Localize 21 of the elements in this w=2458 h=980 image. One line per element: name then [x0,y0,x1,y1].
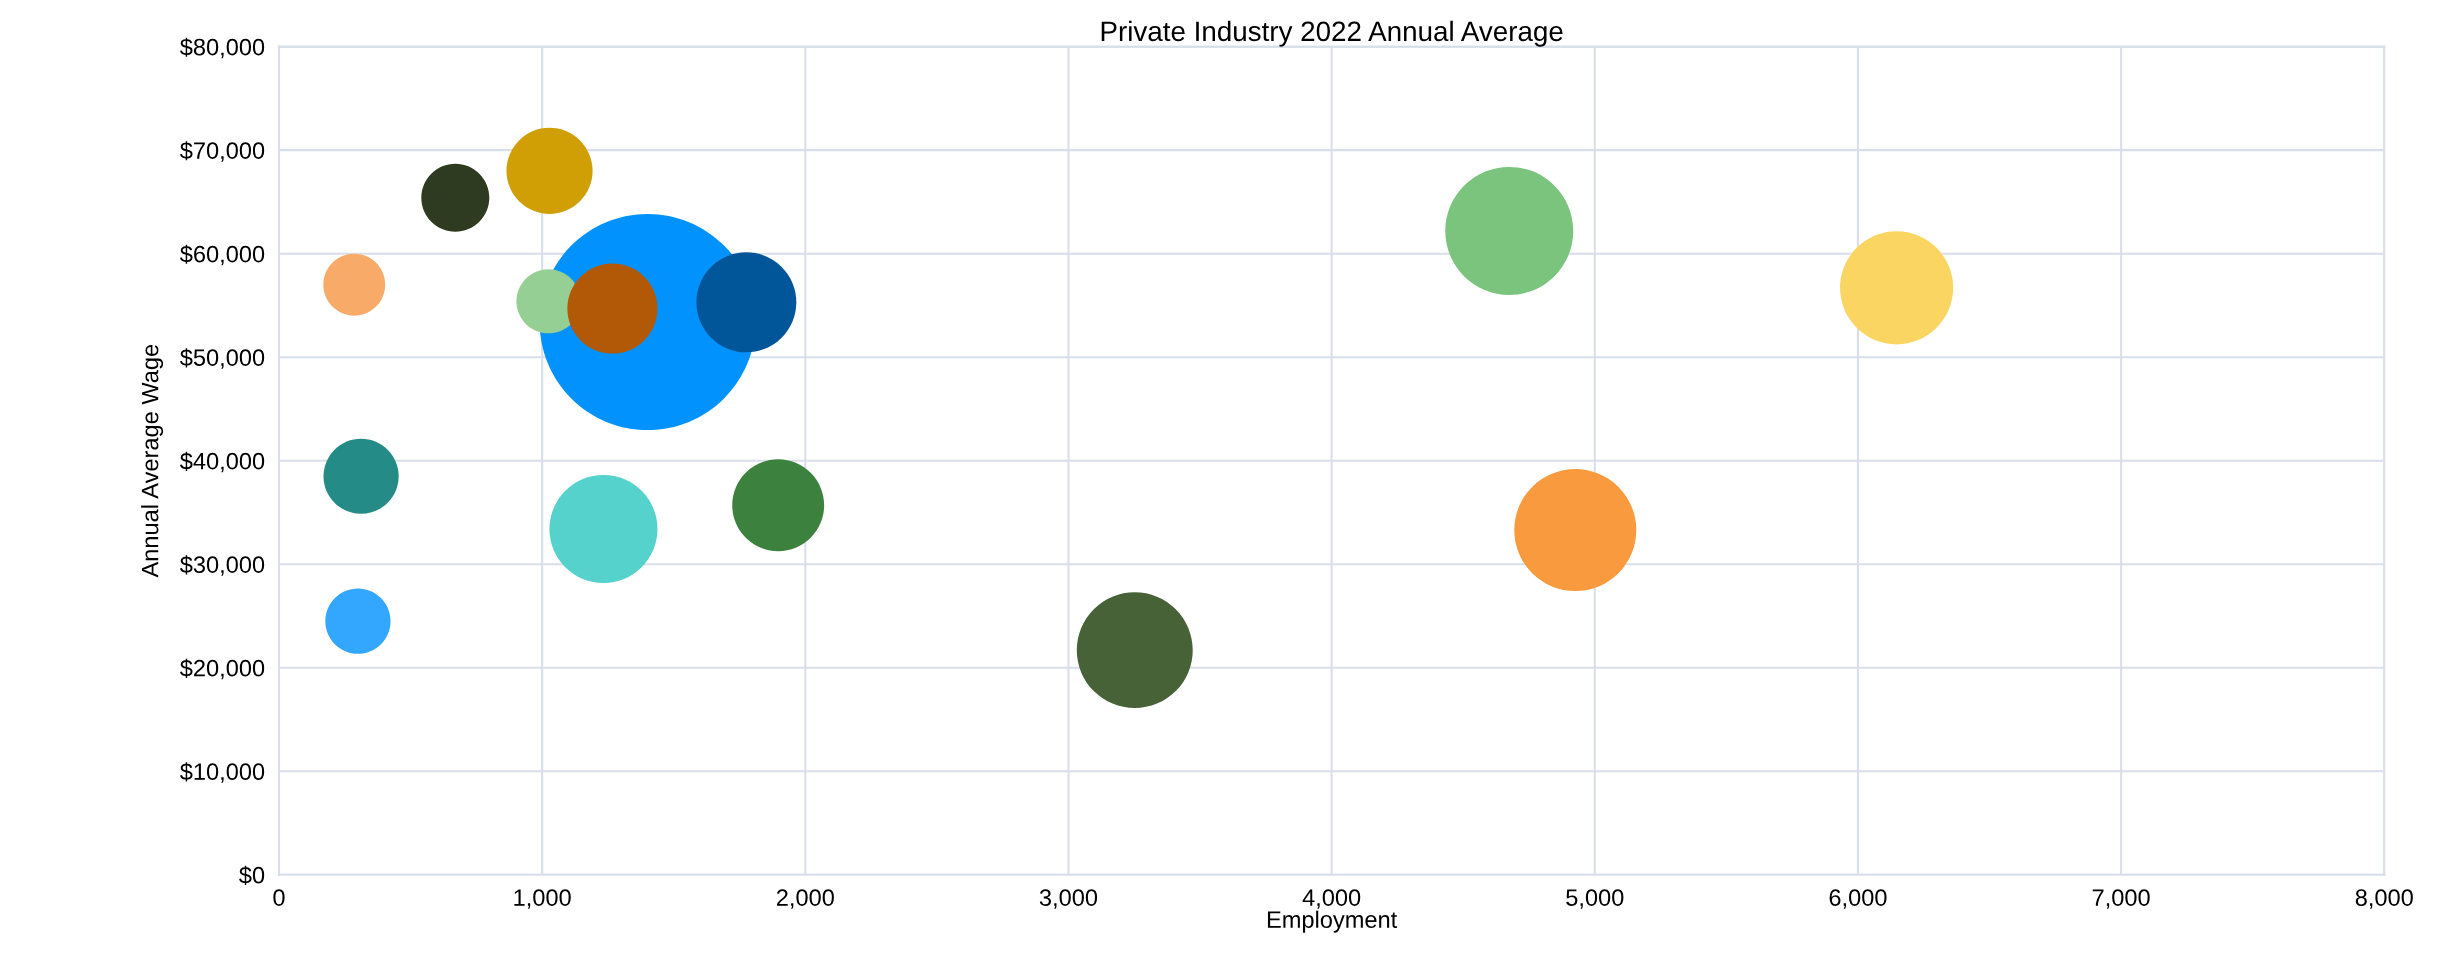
y-tick-label: $0 [239,865,265,885]
chart-title: Private Industry 2022 Annual Average [1101,20,1563,47]
x-tick-label: 8,000 [2355,889,2413,909]
x-tick-label: 1,000 [514,889,571,909]
x-tick-label: 4,000 [1302,889,1361,909]
x-tick-label: 2,000 [776,889,834,909]
x-tick-label: 5,000 [1566,889,1624,909]
x-tick-label: 3,000 [1039,889,1098,909]
y-tick-label: $10,000 [180,762,265,783]
y-tick-label: $50,000 [180,348,265,369]
y-tick-label: $60,000 [180,244,265,266]
x-tick-label: 6,000 [1829,889,1887,909]
y-tick-label: $80,000 [180,37,265,59]
x-tick-label: 0 [273,889,285,906]
x-axis-title: Employment [1267,910,1398,933]
x-tick-label: 7,000 [2092,889,2150,909]
y-tick-label: $40,000 [180,451,265,473]
y-tick-label: $20,000 [180,658,265,680]
y-tick-label: $30,000 [180,555,265,576]
y-tick-label: $70,000 [180,141,265,162]
y-axis-title: Annual Average Wage [141,344,164,578]
